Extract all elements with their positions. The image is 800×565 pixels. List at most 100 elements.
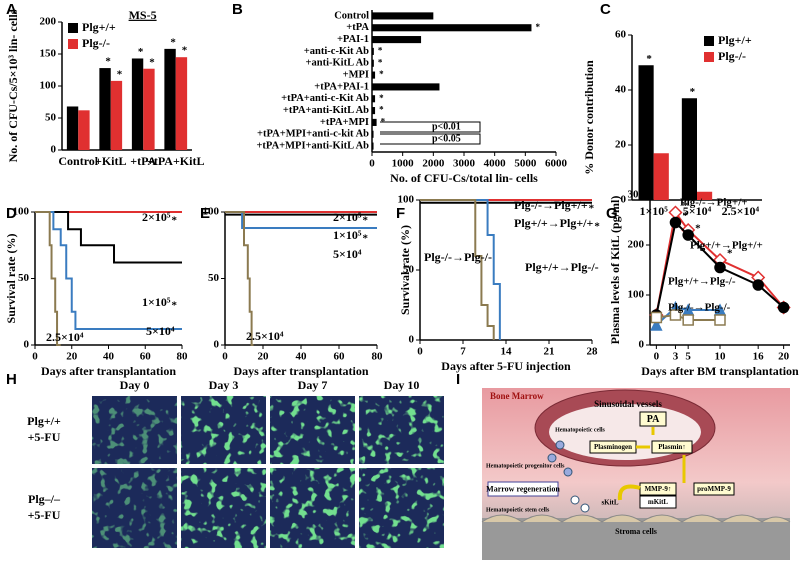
x-tick-label: 2000 [422,158,445,170]
series-label: 2.5×10⁴ [246,329,284,343]
x-axis-label: Days after transplantation [233,364,368,378]
column-label: Day 7 [298,378,328,392]
y-tick-label: 50 [208,272,220,284]
bar [681,98,697,200]
legend-label: Plg+/+ [718,33,752,47]
panel-letter: H [6,371,17,388]
significance: * [149,56,155,68]
panel-letter: B [232,1,243,18]
x-tick-label: 6000 [545,158,568,170]
x-tick-label: Control [58,154,98,168]
significance: * [170,36,176,48]
annotation: p<0.05 [432,133,461,144]
y-tick-label: 0 [214,339,220,351]
legend-label: Plg-/- [82,36,110,50]
significance: * [682,200,688,212]
box [693,482,735,496]
y-tick-label: 300 [628,189,645,201]
arrow [617,484,641,501]
x-tick-label: 3 [673,351,679,363]
label: Sinusoidal vessels [594,399,662,409]
panel-letter: F [396,205,405,222]
column-label: Day 10 [384,378,420,392]
bar [372,142,374,150]
bar [78,110,90,150]
x-tick-label: 20 [258,351,270,363]
box [639,495,677,509]
bar [164,48,176,150]
micrograph-signal [181,468,266,548]
stroma-cells-shape [481,514,791,523]
label: Hematopoietic progenitor cells [486,463,565,469]
significance: * [646,53,652,65]
y-tick-label: +MPI [343,69,369,80]
y-tick-label: 0 [409,334,415,346]
y-tick-label: 200 [628,239,645,251]
x-tick-label: 0 [222,351,228,363]
significance: * [362,233,368,245]
x-tick-label: 14 [501,346,513,358]
survival-line [35,211,182,264]
marker [714,314,726,326]
label: Hematopoietic stem cells [486,507,550,513]
x-tick-label: 5000 [514,158,537,170]
x-tick-label: 60 [334,351,346,363]
micrograph-panel: H Day 0 Day 3 Day 7 Day 10 Plg+/+ +5-FU Plg–/– +… [6,371,444,548]
marker [682,314,694,326]
series-label: Plg-/-→Plg-/- [668,302,731,314]
x-tick-label: 0 [654,351,660,363]
bar [110,80,123,150]
series-label: 2×10⁵ [142,210,171,224]
y-tick-label: 200 [40,16,57,28]
significance: * [682,210,688,222]
label: mKitL [648,498,669,506]
significance: * [379,69,384,79]
cell [563,467,573,477]
bracket [380,121,481,145]
marker [650,318,663,331]
y-tick-label: +tPA+anti-KitL Ab [283,105,369,116]
x-tick-label: +KitL [95,154,127,168]
y-tick-label: 40 [615,84,627,96]
y-tick-label: 100 [13,206,30,218]
label: Bone Marrow [490,391,544,401]
survival-line [225,211,254,346]
series-label: Plg-/-→Plg-/- [424,250,492,264]
significance: * [182,45,188,57]
significance: * [379,93,384,103]
column-label: Day 0 [120,378,150,392]
significance: * [727,248,733,260]
cell [555,440,565,450]
line [656,313,720,321]
marker [650,311,663,324]
bar [131,58,144,151]
x-axis-label: Days after BM transplantation [641,364,799,378]
significance: * [117,68,123,80]
x-tick-label: +tPA [130,154,156,168]
y-tick-label: 100 [628,289,645,301]
x-tick-label: 40 [103,351,115,363]
label: proMMP-9 [697,485,731,493]
survival-line [35,211,61,346]
micrograph-signal [92,468,177,548]
bar [697,191,713,200]
cell [580,503,590,513]
y-axis-label: Survival rate (%) [398,225,412,315]
bar [372,24,532,32]
y-tick-label: 50 [18,272,30,284]
panel-letter: E [200,205,210,222]
diagram: Bone Marrow Sinusoidal vessels PA Hemato… [481,388,791,560]
box [487,481,559,497]
label: Marrow regeneration [486,484,560,493]
legend-swatch [68,39,78,49]
bar [372,71,376,79]
y-tick-label: 100 [398,194,415,206]
bar [372,36,422,44]
micrograph-signal [359,396,444,464]
x-tick-label: 10 [715,351,727,363]
row-label: +5-FU [28,508,61,522]
legend-label: Plg-/- [718,49,746,63]
label: Plasmin↑ [658,443,686,451]
arrow [636,427,655,449]
stroma-bg [482,518,790,560]
